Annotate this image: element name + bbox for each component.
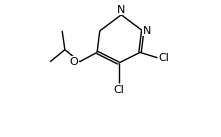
Text: N: N [143,26,151,36]
Text: O: O [70,57,78,67]
Text: Cl: Cl [113,85,124,95]
Text: N: N [117,5,126,15]
Text: Cl: Cl [159,53,170,63]
